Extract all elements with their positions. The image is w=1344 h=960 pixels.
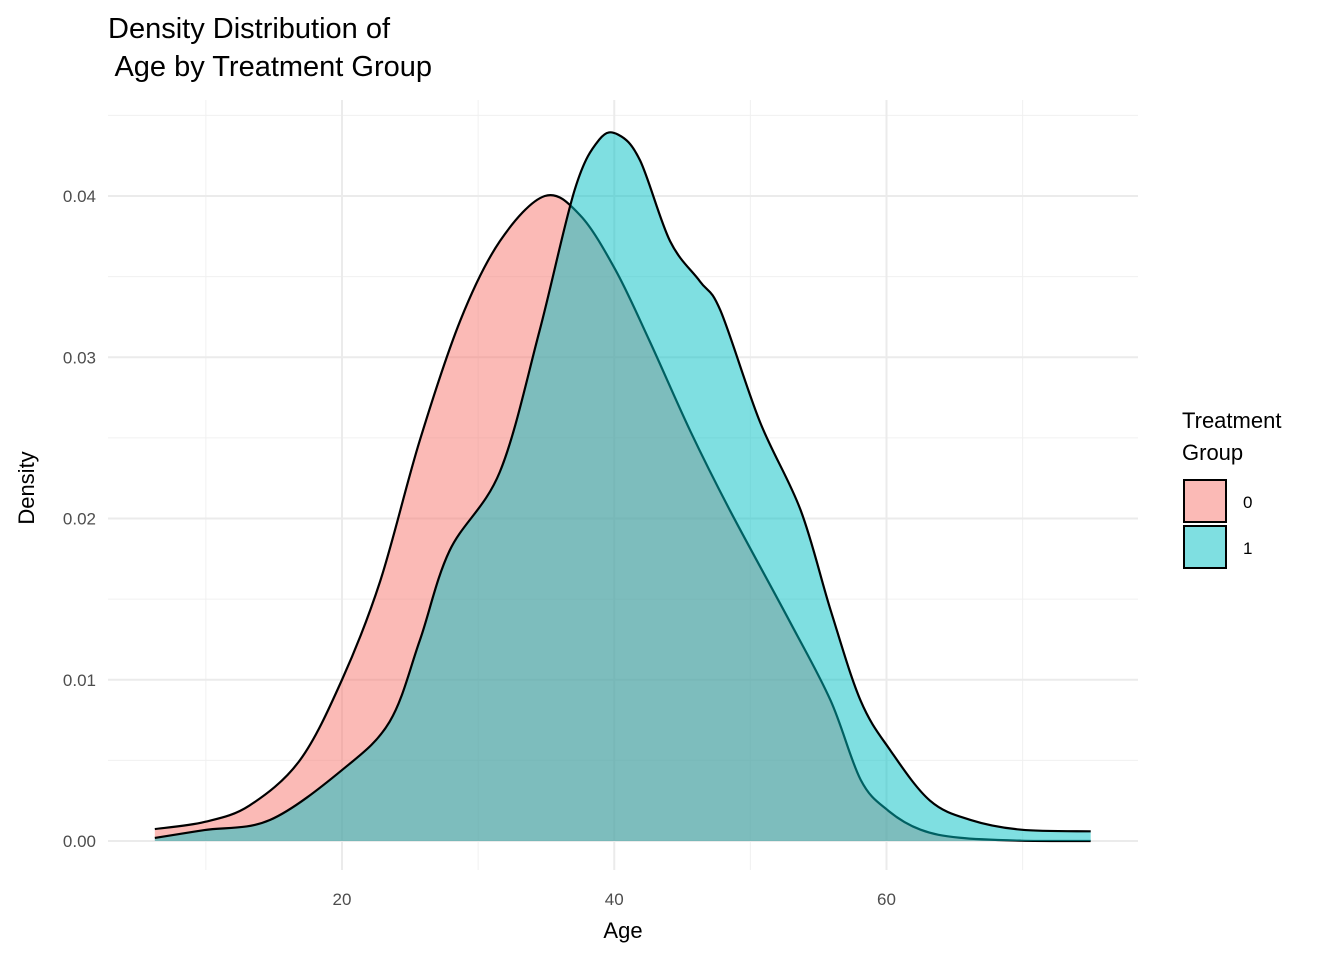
x-axis-label: Age <box>603 918 642 943</box>
y-tick-label: 0.04 <box>63 187 96 206</box>
x-tick-label: 60 <box>877 890 896 909</box>
density-area-group-1 <box>154 132 1091 841</box>
x-tick-label: 40 <box>605 890 624 909</box>
chart-title: Density Distribution of Age by Treatment… <box>108 13 433 83</box>
y-axis-label: Density <box>14 451 39 524</box>
legend-title: Group <box>1182 440 1243 465</box>
legend-label-1: 1 <box>1243 539 1252 558</box>
density-line-group-1 <box>154 131 1091 840</box>
legend: Treatment Group 0 1 <box>1182 408 1281 569</box>
y-tick-label: 0.00 <box>63 832 96 851</box>
y-tick-label: 0.03 <box>63 348 96 367</box>
density-areas <box>154 131 1091 843</box>
legend-label-0: 0 <box>1243 493 1252 512</box>
x-tick-label: 20 <box>333 890 352 909</box>
legend-key-0 <box>1183 479 1227 523</box>
y-tick-label: 0.02 <box>63 510 96 529</box>
y-tick-label: 0.01 <box>63 671 96 690</box>
legend-title: Treatment <box>1182 408 1281 433</box>
legend-key-1 <box>1183 525 1227 569</box>
axis-ticks: 20 40 60 0.00 0.01 0.02 0.03 0.04 <box>63 187 896 909</box>
